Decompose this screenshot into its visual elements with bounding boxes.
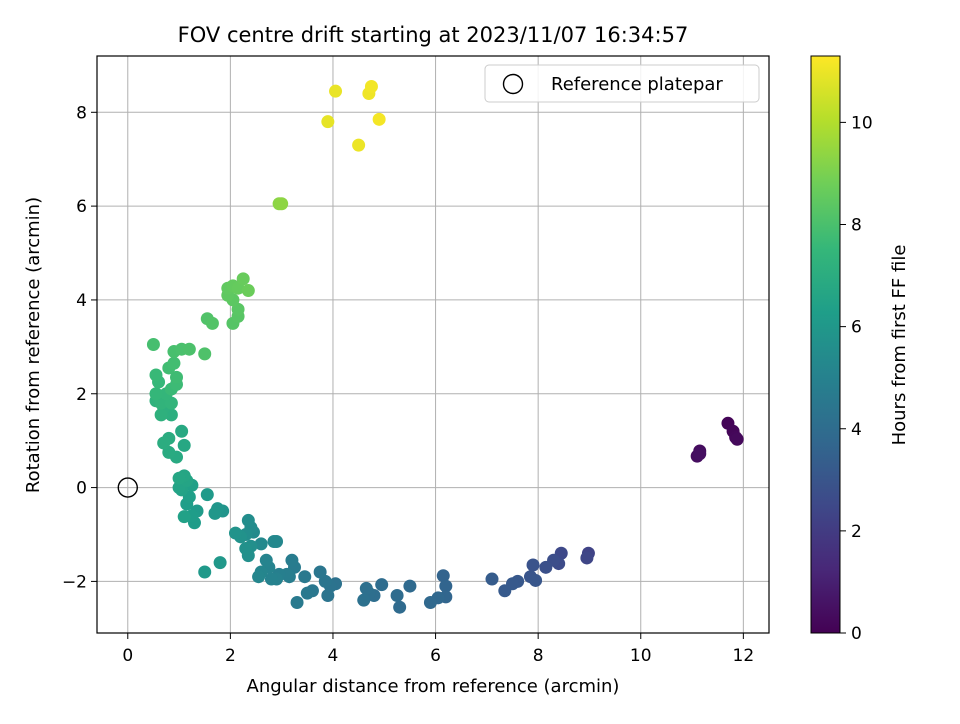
data-point (172, 471, 186, 485)
colorbar: 0 2 4 6 8 10 Hours from first FF file (810, 55, 910, 644)
grid-lines (97, 56, 769, 633)
data-point (329, 84, 343, 98)
colorbar-tick-label: 6 (851, 318, 862, 338)
reference-circle-icon (117, 477, 138, 498)
y-tick-label: 4 (76, 291, 87, 311)
legend-label: Reference platepar (551, 74, 723, 95)
data-point (229, 526, 243, 540)
data-point (313, 565, 327, 579)
data-point (239, 542, 253, 556)
y-tick-label: 8 (76, 103, 87, 123)
y-axis: −2 0 2 4 6 8 (62, 103, 97, 592)
y-tick-label: 6 (76, 197, 87, 217)
x-axis: 0 2 4 6 8 10 12 (122, 633, 754, 666)
data-point (730, 432, 744, 446)
x-tick-label: 6 (430, 646, 441, 666)
data-point (580, 551, 594, 565)
data-point (485, 572, 499, 586)
data-point (200, 488, 214, 502)
plot-frame (96, 55, 770, 634)
data-point (236, 272, 250, 286)
data-point (526, 558, 540, 572)
data-point (275, 197, 289, 211)
data-point (264, 572, 278, 586)
data-point (364, 79, 378, 93)
data-point (157, 436, 171, 450)
y-axis-label: Rotation from reference (arcmin) (23, 197, 44, 493)
data-point (208, 506, 222, 520)
data-point (693, 447, 707, 461)
data-point (198, 565, 212, 579)
data-point (357, 593, 371, 607)
data-point (298, 570, 312, 584)
data-point (352, 138, 366, 152)
data-point (182, 342, 196, 356)
x-axis-label: Angular distance from reference (arcmin) (247, 676, 620, 697)
data-point (529, 573, 543, 587)
data-point (439, 579, 453, 593)
x-tick-label: 0 (122, 646, 133, 666)
data-point (285, 553, 299, 567)
colorbar-tick-label: 4 (851, 420, 862, 440)
y-tick-label: −2 (62, 572, 87, 592)
data-point (393, 600, 407, 614)
data-point (267, 535, 281, 549)
data-point (252, 570, 266, 584)
data-point (359, 581, 373, 595)
x-tick-label: 4 (328, 646, 339, 666)
data-point (375, 578, 389, 592)
colorbar-gradient (810, 55, 841, 634)
data-point (149, 368, 163, 382)
legend-box (484, 64, 760, 103)
data-point (423, 596, 437, 610)
data-point (154, 408, 168, 422)
x-tick-label: 10 (630, 646, 652, 666)
data-point (241, 513, 255, 527)
legend-marker-icon (502, 73, 524, 95)
data-point (213, 556, 227, 570)
x-tick-label: 12 (733, 646, 755, 666)
data-point (372, 112, 386, 126)
colorbar-tick-label: 8 (851, 216, 862, 236)
colorbar-tick-label: 10 (851, 113, 873, 133)
reference-marker (117, 477, 138, 498)
legend: Reference platepar (484, 64, 760, 103)
data-point (259, 553, 273, 567)
data-point (177, 438, 191, 452)
colorbar-tick-label: 2 (851, 522, 862, 542)
data-point (390, 588, 404, 602)
colorbar-ticks: 0 2 4 6 8 10 (840, 113, 873, 644)
data-point (539, 560, 553, 574)
data-point (205, 316, 219, 330)
data-point (254, 537, 268, 551)
data-point (436, 569, 450, 583)
data-point (149, 387, 163, 401)
data-points (146, 79, 744, 614)
data-point (177, 510, 191, 524)
data-point (321, 588, 335, 602)
data-point (290, 596, 304, 610)
data-point (403, 579, 417, 593)
data-point (146, 338, 160, 351)
data-point (241, 284, 255, 298)
y-tick-label: 2 (76, 385, 87, 405)
colorbar-label: Hours from first FF file (889, 245, 910, 446)
data-point (321, 115, 335, 129)
y-tick-label: 0 (76, 479, 87, 499)
data-point (300, 586, 314, 600)
data-point (498, 584, 512, 598)
data-point (198, 347, 212, 361)
data-point (170, 370, 184, 384)
data-point (175, 424, 189, 438)
x-tick-label: 8 (533, 646, 544, 666)
data-point (167, 356, 181, 370)
x-tick-label: 2 (225, 646, 236, 666)
chart-title: FOV centre drift starting at 2023/11/07 … (178, 23, 689, 47)
colorbar-tick-label: 0 (851, 624, 862, 644)
